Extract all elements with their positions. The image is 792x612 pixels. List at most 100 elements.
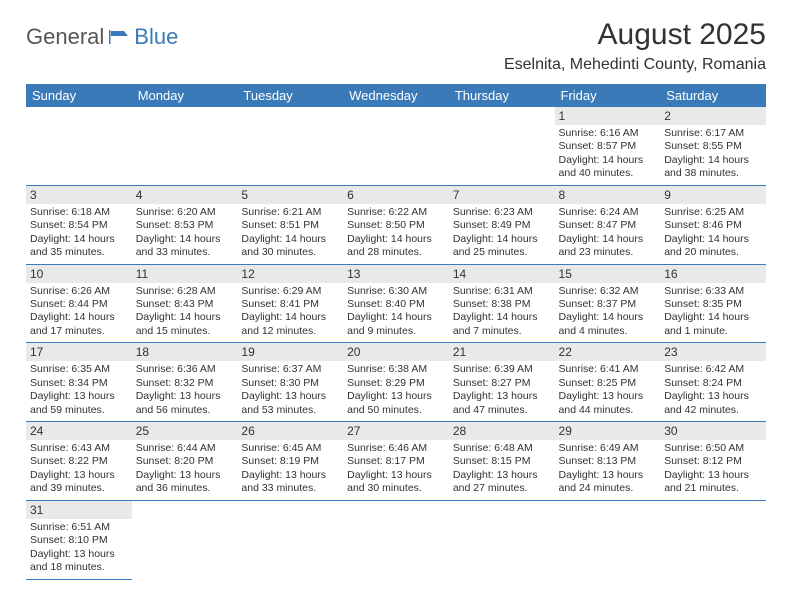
calendar-cell: 22Sunrise: 6:41 AMSunset: 8:25 PMDayligh… <box>555 343 661 422</box>
logo: General Blue <box>26 24 178 50</box>
calendar-cell <box>449 500 555 579</box>
calendar-cell: 10Sunrise: 6:26 AMSunset: 8:44 PMDayligh… <box>26 264 132 343</box>
calendar-row: 1Sunrise: 6:16 AMSunset: 8:57 PMDaylight… <box>26 107 766 185</box>
calendar-cell: 17Sunrise: 6:35 AMSunset: 8:34 PMDayligh… <box>26 343 132 422</box>
calendar-cell: 23Sunrise: 6:42 AMSunset: 8:24 PMDayligh… <box>660 343 766 422</box>
day-details: Sunrise: 6:48 AMSunset: 8:15 PMDaylight:… <box>449 440 555 500</box>
day-number: 30 <box>660 422 766 440</box>
month-title: August 2025 <box>504 18 766 52</box>
day-details: Sunrise: 6:46 AMSunset: 8:17 PMDaylight:… <box>343 440 449 500</box>
day-details: Sunrise: 6:41 AMSunset: 8:25 PMDaylight:… <box>555 361 661 421</box>
weekday-header: Monday <box>132 84 238 107</box>
location: Eselnita, Mehedinti County, Romania <box>504 56 766 74</box>
day-details: Sunrise: 6:24 AMSunset: 8:47 PMDaylight:… <box>555 204 661 264</box>
day-number: 13 <box>343 265 449 283</box>
weekday-header: Tuesday <box>237 84 343 107</box>
day-number: 10 <box>26 265 132 283</box>
day-details: Sunrise: 6:33 AMSunset: 8:35 PMDaylight:… <box>660 283 766 343</box>
day-number: 7 <box>449 186 555 204</box>
calendar-cell <box>449 107 555 185</box>
calendar-table: SundayMondayTuesdayWednesdayThursdayFrid… <box>26 84 766 580</box>
day-details: Sunrise: 6:36 AMSunset: 8:32 PMDaylight:… <box>132 361 238 421</box>
calendar-cell: 28Sunrise: 6:48 AMSunset: 8:15 PMDayligh… <box>449 422 555 501</box>
day-details: Sunrise: 6:39 AMSunset: 8:27 PMDaylight:… <box>449 361 555 421</box>
day-number: 8 <box>555 186 661 204</box>
day-number: 6 <box>343 186 449 204</box>
calendar-cell: 15Sunrise: 6:32 AMSunset: 8:37 PMDayligh… <box>555 264 661 343</box>
title-block: August 2025 Eselnita, Mehedinti County, … <box>504 18 766 74</box>
weekday-header: Friday <box>555 84 661 107</box>
day-number: 14 <box>449 265 555 283</box>
day-number: 21 <box>449 343 555 361</box>
day-details: Sunrise: 6:44 AMSunset: 8:20 PMDaylight:… <box>132 440 238 500</box>
calendar-cell <box>555 500 661 579</box>
day-details: Sunrise: 6:16 AMSunset: 8:57 PMDaylight:… <box>555 125 661 185</box>
calendar-cell: 19Sunrise: 6:37 AMSunset: 8:30 PMDayligh… <box>237 343 343 422</box>
logo-text-2: Blue <box>134 24 178 50</box>
day-details: Sunrise: 6:25 AMSunset: 8:46 PMDaylight:… <box>660 204 766 264</box>
day-details: Sunrise: 6:18 AMSunset: 8:54 PMDaylight:… <box>26 204 132 264</box>
calendar-cell <box>660 500 766 579</box>
day-details: Sunrise: 6:32 AMSunset: 8:37 PMDaylight:… <box>555 283 661 343</box>
calendar-cell: 25Sunrise: 6:44 AMSunset: 8:20 PMDayligh… <box>132 422 238 501</box>
day-details: Sunrise: 6:26 AMSunset: 8:44 PMDaylight:… <box>26 283 132 343</box>
calendar-cell: 30Sunrise: 6:50 AMSunset: 8:12 PMDayligh… <box>660 422 766 501</box>
calendar-cell: 29Sunrise: 6:49 AMSunset: 8:13 PMDayligh… <box>555 422 661 501</box>
calendar-row: 10Sunrise: 6:26 AMSunset: 8:44 PMDayligh… <box>26 264 766 343</box>
calendar-row: 24Sunrise: 6:43 AMSunset: 8:22 PMDayligh… <box>26 422 766 501</box>
day-details: Sunrise: 6:20 AMSunset: 8:53 PMDaylight:… <box>132 204 238 264</box>
day-number: 17 <box>26 343 132 361</box>
day-details: Sunrise: 6:37 AMSunset: 8:30 PMDaylight:… <box>237 361 343 421</box>
calendar-cell: 21Sunrise: 6:39 AMSunset: 8:27 PMDayligh… <box>449 343 555 422</box>
day-details: Sunrise: 6:38 AMSunset: 8:29 PMDaylight:… <box>343 361 449 421</box>
day-details: Sunrise: 6:31 AMSunset: 8:38 PMDaylight:… <box>449 283 555 343</box>
day-number: 20 <box>343 343 449 361</box>
calendar-row: 3Sunrise: 6:18 AMSunset: 8:54 PMDaylight… <box>26 185 766 264</box>
calendar-cell: 3Sunrise: 6:18 AMSunset: 8:54 PMDaylight… <box>26 185 132 264</box>
calendar-cell: 31Sunrise: 6:51 AMSunset: 8:10 PMDayligh… <box>26 500 132 579</box>
day-details: Sunrise: 6:22 AMSunset: 8:50 PMDaylight:… <box>343 204 449 264</box>
day-details: Sunrise: 6:29 AMSunset: 8:41 PMDaylight:… <box>237 283 343 343</box>
day-details: Sunrise: 6:45 AMSunset: 8:19 PMDaylight:… <box>237 440 343 500</box>
day-details: Sunrise: 6:28 AMSunset: 8:43 PMDaylight:… <box>132 283 238 343</box>
day-details: Sunrise: 6:30 AMSunset: 8:40 PMDaylight:… <box>343 283 449 343</box>
calendar-cell: 24Sunrise: 6:43 AMSunset: 8:22 PMDayligh… <box>26 422 132 501</box>
day-details: Sunrise: 6:17 AMSunset: 8:55 PMDaylight:… <box>660 125 766 185</box>
day-details: Sunrise: 6:23 AMSunset: 8:49 PMDaylight:… <box>449 204 555 264</box>
calendar-body: 1Sunrise: 6:16 AMSunset: 8:57 PMDaylight… <box>26 107 766 579</box>
weekday-header: Sunday <box>26 84 132 107</box>
calendar-cell: 20Sunrise: 6:38 AMSunset: 8:29 PMDayligh… <box>343 343 449 422</box>
calendar-cell: 14Sunrise: 6:31 AMSunset: 8:38 PMDayligh… <box>449 264 555 343</box>
day-details: Sunrise: 6:42 AMSunset: 8:24 PMDaylight:… <box>660 361 766 421</box>
calendar-cell <box>132 107 238 185</box>
day-number: 29 <box>555 422 661 440</box>
calendar-cell: 6Sunrise: 6:22 AMSunset: 8:50 PMDaylight… <box>343 185 449 264</box>
day-number: 22 <box>555 343 661 361</box>
day-number: 27 <box>343 422 449 440</box>
day-number: 28 <box>449 422 555 440</box>
weekday-header: Wednesday <box>343 84 449 107</box>
calendar-cell <box>26 107 132 185</box>
day-number: 25 <box>132 422 238 440</box>
day-number: 1 <box>555 107 661 125</box>
day-number: 11 <box>132 265 238 283</box>
day-number: 31 <box>26 501 132 519</box>
day-number: 26 <box>237 422 343 440</box>
calendar-cell <box>237 107 343 185</box>
calendar-cell: 2Sunrise: 6:17 AMSunset: 8:55 PMDaylight… <box>660 107 766 185</box>
day-details: Sunrise: 6:51 AMSunset: 8:10 PMDaylight:… <box>26 519 132 579</box>
calendar-cell <box>343 500 449 579</box>
day-details: Sunrise: 6:43 AMSunset: 8:22 PMDaylight:… <box>26 440 132 500</box>
calendar-cell: 7Sunrise: 6:23 AMSunset: 8:49 PMDaylight… <box>449 185 555 264</box>
calendar-cell: 5Sunrise: 6:21 AMSunset: 8:51 PMDaylight… <box>237 185 343 264</box>
calendar-cell: 1Sunrise: 6:16 AMSunset: 8:57 PMDaylight… <box>555 107 661 185</box>
day-number: 15 <box>555 265 661 283</box>
weekday-header: Thursday <box>449 84 555 107</box>
day-number: 16 <box>660 265 766 283</box>
day-number: 18 <box>132 343 238 361</box>
calendar-cell: 12Sunrise: 6:29 AMSunset: 8:41 PMDayligh… <box>237 264 343 343</box>
calendar-cell: 26Sunrise: 6:45 AMSunset: 8:19 PMDayligh… <box>237 422 343 501</box>
day-number: 19 <box>237 343 343 361</box>
calendar-cell: 18Sunrise: 6:36 AMSunset: 8:32 PMDayligh… <box>132 343 238 422</box>
calendar-cell: 9Sunrise: 6:25 AMSunset: 8:46 PMDaylight… <box>660 185 766 264</box>
